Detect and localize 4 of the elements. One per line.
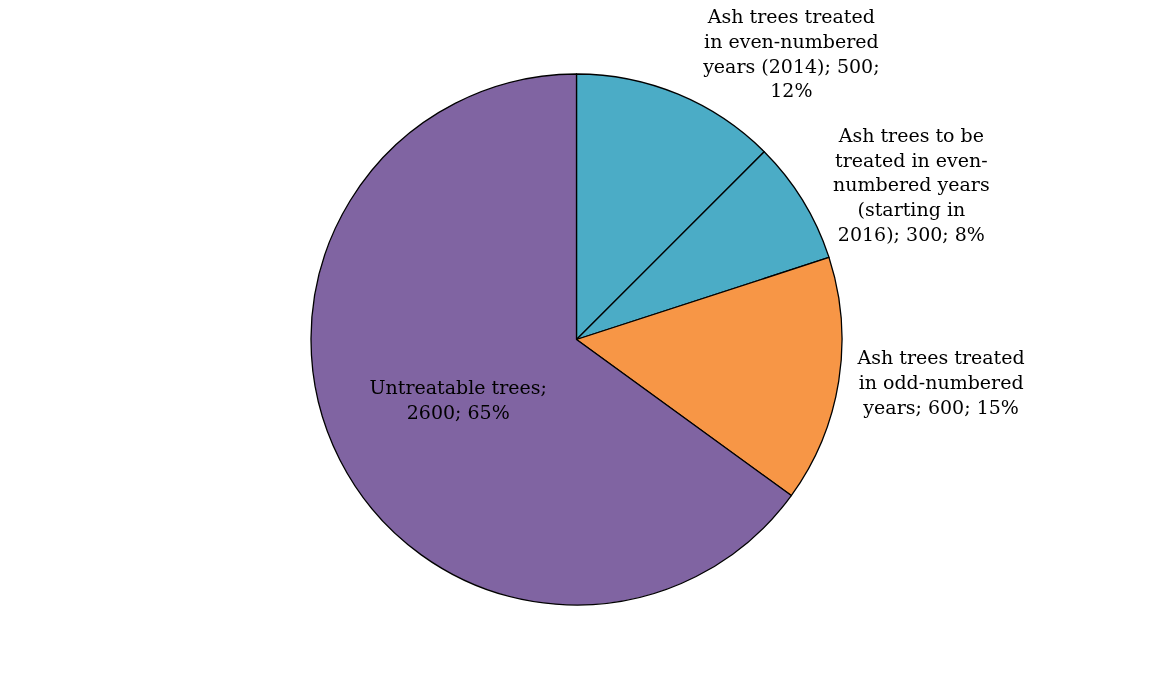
slice-label: Ash trees treated in odd-numbered years; 600; 15% [856, 346, 1025, 418]
slice-label: Ash trees treated in even-numbered years (2014); 500; 12% [702, 5, 880, 102]
slice-label: Ash trees to be treated in even-numbered years (starting in 2016); 300; 8% [833, 123, 990, 245]
slice-label: Untreatable trees; 2600; 65% [369, 376, 547, 424]
